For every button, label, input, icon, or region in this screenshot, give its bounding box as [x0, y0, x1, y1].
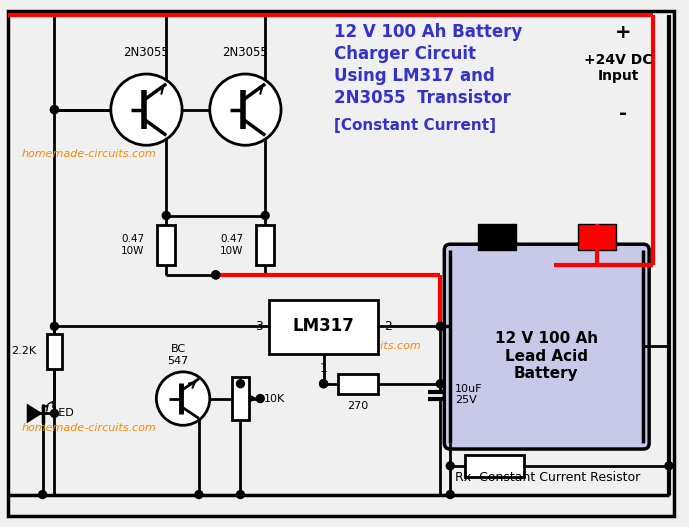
- Text: 270: 270: [347, 401, 369, 411]
- Circle shape: [261, 211, 269, 219]
- Circle shape: [195, 491, 203, 499]
- Text: Charger Circuit: Charger Circuit: [334, 45, 477, 63]
- Circle shape: [436, 323, 444, 330]
- Text: homemade-circuits.com: homemade-circuits.com: [22, 423, 156, 433]
- Text: 0.47
10W: 0.47 10W: [220, 235, 243, 256]
- Bar: [578, 225, 615, 250]
- Circle shape: [320, 380, 327, 388]
- Circle shape: [236, 380, 245, 388]
- Circle shape: [111, 74, 182, 145]
- FancyBboxPatch shape: [444, 244, 649, 449]
- Text: 2.2K: 2.2K: [12, 346, 37, 356]
- Text: 3: 3: [256, 320, 263, 333]
- Text: 0.47
10W: 0.47 10W: [121, 235, 145, 256]
- Circle shape: [436, 380, 444, 388]
- Circle shape: [156, 372, 209, 425]
- Text: 10K: 10K: [264, 394, 285, 404]
- Circle shape: [665, 462, 673, 470]
- Bar: [338, 374, 378, 394]
- Text: Input: Input: [598, 69, 639, 83]
- Circle shape: [212, 271, 220, 279]
- Bar: [465, 455, 524, 477]
- Text: BC
547: BC 547: [167, 344, 189, 366]
- Text: 1: 1: [320, 362, 327, 375]
- Circle shape: [436, 323, 444, 330]
- Circle shape: [320, 380, 327, 388]
- Text: 2N3055: 2N3055: [223, 46, 268, 58]
- Circle shape: [50, 323, 59, 330]
- Bar: [157, 226, 175, 265]
- Text: LED: LED: [52, 408, 74, 418]
- Text: homemade-circuits.com: homemade-circuits.com: [287, 341, 422, 351]
- Circle shape: [50, 106, 59, 114]
- Text: [Constant Current]: [Constant Current]: [334, 118, 497, 133]
- Circle shape: [446, 462, 454, 470]
- Polygon shape: [27, 404, 43, 423]
- Text: Rx  Constant Current Resistor: Rx Constant Current Resistor: [455, 471, 641, 484]
- Circle shape: [446, 491, 454, 499]
- Circle shape: [163, 211, 170, 219]
- Text: Using LM317 and: Using LM317 and: [334, 67, 495, 85]
- Text: 2N3055: 2N3055: [123, 46, 169, 58]
- Circle shape: [212, 271, 220, 279]
- Bar: [47, 334, 62, 369]
- Text: 2: 2: [384, 320, 392, 333]
- Text: 10uF
25V: 10uF 25V: [455, 384, 483, 405]
- Text: 12 V 100 Ah Battery: 12 V 100 Ah Battery: [334, 23, 523, 42]
- Text: 12 V 100 Ah
Lead Acid
Battery: 12 V 100 Ah Lead Acid Battery: [495, 331, 598, 381]
- Text: +: +: [615, 23, 632, 42]
- Text: +24V DC: +24V DC: [584, 53, 652, 67]
- Circle shape: [50, 106, 59, 114]
- Circle shape: [50, 409, 59, 417]
- Circle shape: [39, 491, 47, 499]
- Text: -: -: [619, 104, 628, 123]
- Bar: [478, 225, 515, 250]
- Circle shape: [209, 74, 281, 145]
- Bar: [269, 300, 378, 354]
- Text: 2N3055  Transistor: 2N3055 Transistor: [334, 89, 511, 107]
- Text: LM317: LM317: [293, 317, 355, 335]
- Circle shape: [256, 395, 264, 403]
- Circle shape: [236, 491, 245, 499]
- Bar: [232, 377, 249, 421]
- Bar: [256, 226, 274, 265]
- Text: homemade-circuits.com: homemade-circuits.com: [22, 149, 156, 159]
